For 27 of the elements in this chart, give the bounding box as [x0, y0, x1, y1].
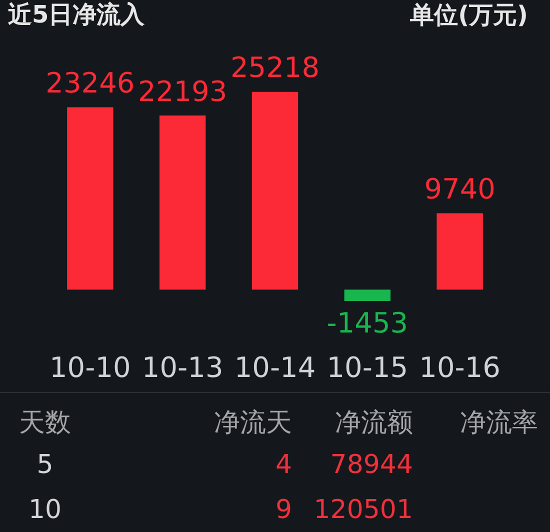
data-label: 22193: [138, 74, 228, 108]
x-tick-label: 10-15: [326, 351, 408, 384]
text: 天数: [19, 407, 71, 439]
x-tick-label: 10-16: [419, 351, 501, 384]
category-label: 5: [36, 450, 54, 480]
category-label: 净流额: [335, 407, 413, 439]
text: 78944: [330, 450, 413, 480]
bar: [344, 290, 391, 301]
bar: [159, 116, 206, 290]
bar: [67, 107, 114, 290]
x-tick-label: 10-13: [142, 351, 224, 384]
text: 120501: [314, 495, 413, 525]
text: 9: [275, 495, 292, 525]
category-label: 净流率: [460, 407, 538, 439]
data-label: 9740: [424, 172, 496, 206]
x-tick-label: 10-10: [49, 351, 131, 384]
data-label: 23246: [46, 66, 135, 100]
bar: [436, 213, 483, 290]
x-tick-label: 10-14: [234, 351, 316, 384]
category-label: 10: [28, 495, 62, 525]
category-label: 净流天: [214, 407, 292, 439]
text: 单位(万元): [409, 1, 528, 30]
text: 4: [275, 450, 292, 480]
chart-title: 近5日净流入: [8, 0, 146, 29]
data-label: -1453: [326, 306, 408, 340]
data-label: 25218: [230, 51, 320, 84]
bar: [252, 92, 298, 290]
